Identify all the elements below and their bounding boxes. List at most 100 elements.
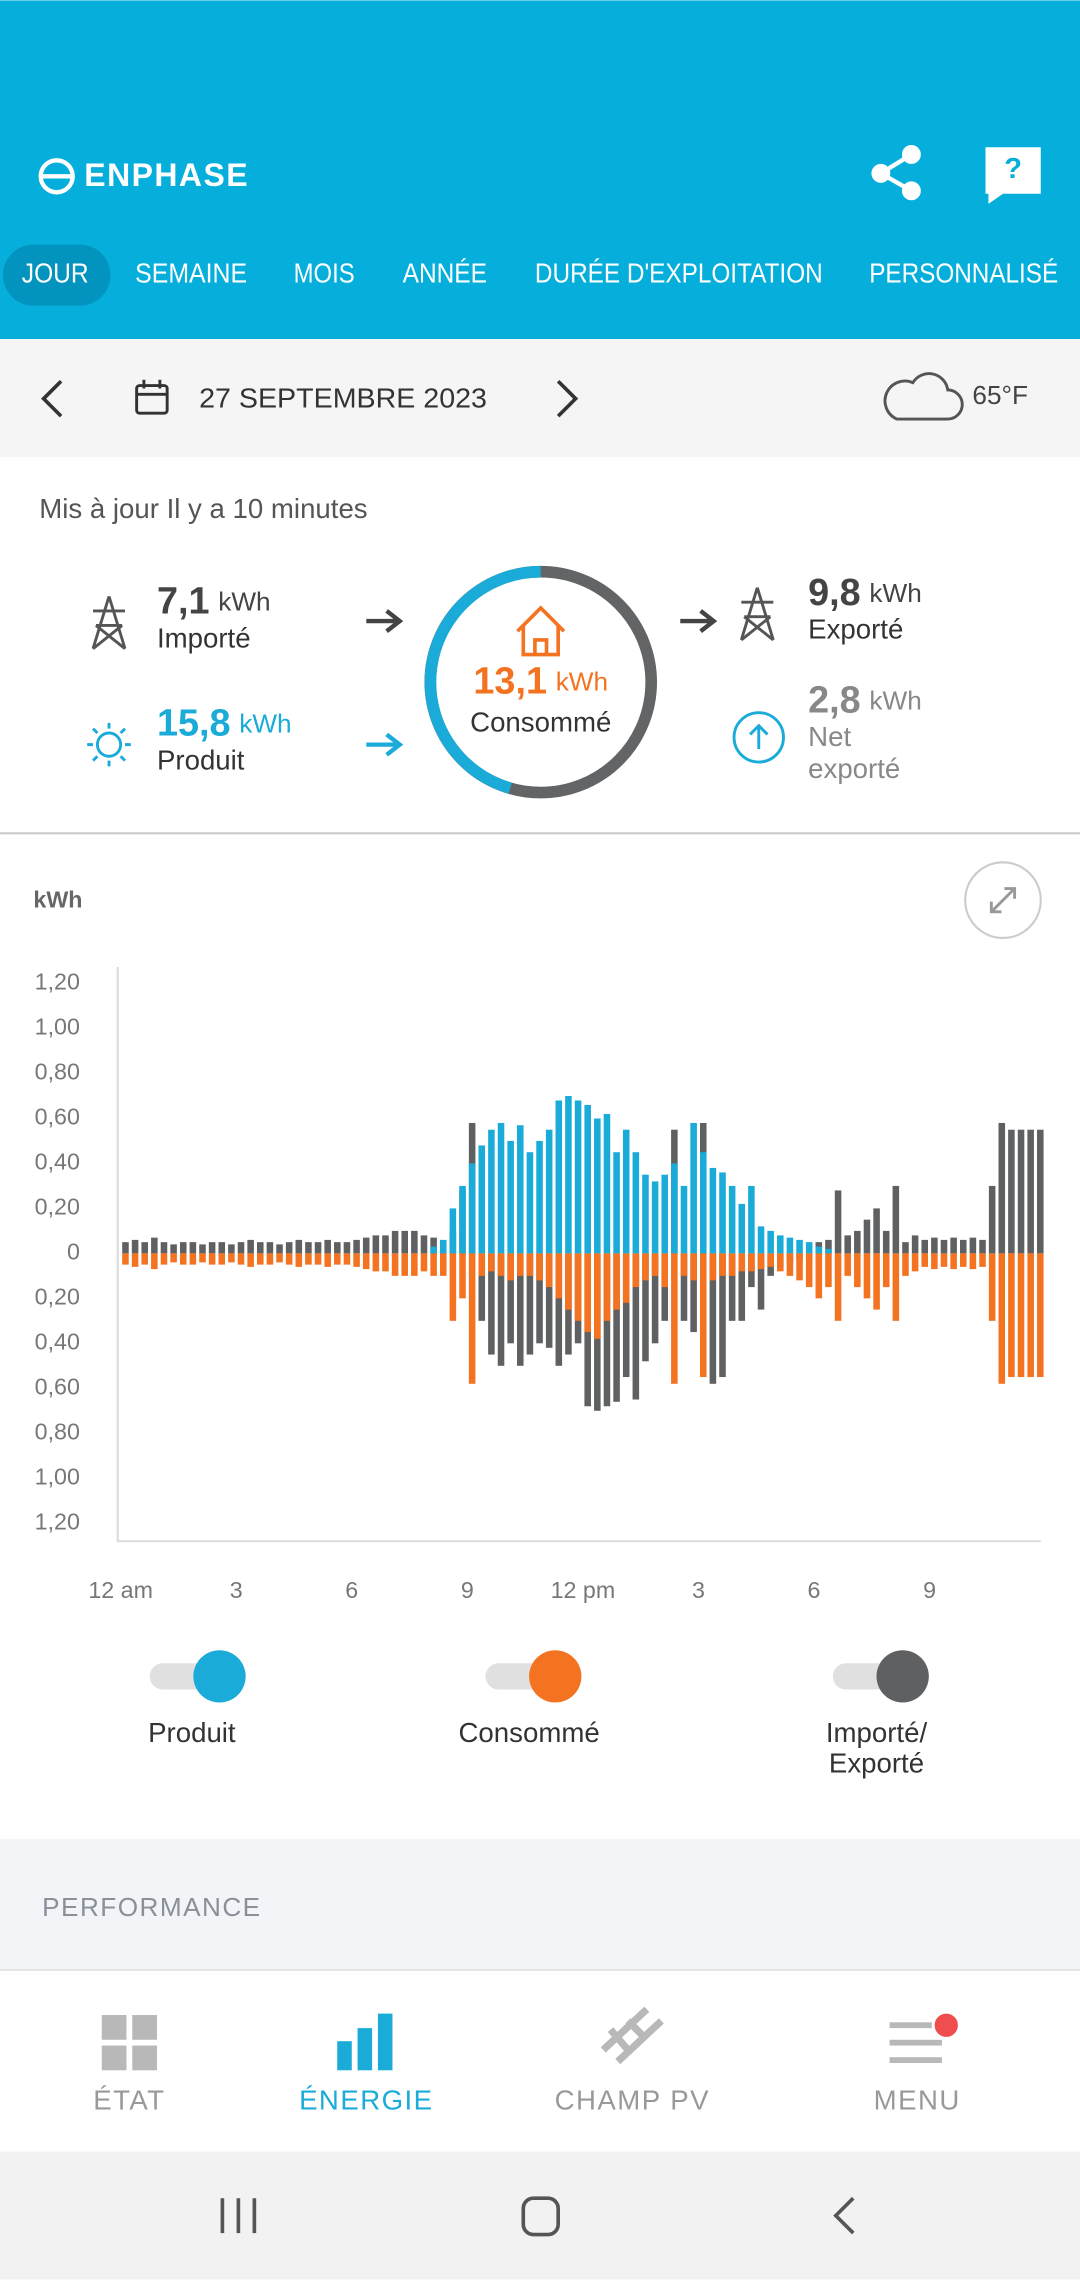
bar	[998, 1122, 1006, 1254]
bar	[285, 1242, 293, 1254]
prev-day[interactable]	[41, 379, 63, 418]
bar	[1037, 1253, 1044, 1378]
legend-toggle[interactable]	[876, 1650, 929, 1703]
bar	[873, 1208, 880, 1254]
bar	[757, 1253, 765, 1310]
y-tick-label: 0,40	[35, 1328, 80, 1354]
bar	[295, 1239, 303, 1254]
bar	[748, 1185, 755, 1254]
bar	[536, 1140, 543, 1254]
bar	[940, 1239, 948, 1254]
bar	[459, 1185, 466, 1254]
bar	[738, 1203, 746, 1254]
help-button[interactable]: ?	[985, 147, 1041, 204]
bar	[651, 1253, 659, 1344]
bar	[545, 1129, 553, 1254]
bar	[699, 1152, 707, 1254]
tab[interactable]: ANNÉE	[403, 257, 487, 288]
bar	[574, 1100, 582, 1254]
bar	[276, 1253, 283, 1263]
bar	[295, 1253, 303, 1267]
bar	[420, 1253, 428, 1272]
header-bg	[0, 0, 1080, 340]
nav-label[interactable]: MENU	[874, 2085, 961, 2116]
bar	[959, 1253, 967, 1267]
bar	[728, 1185, 736, 1254]
bar	[757, 1226, 765, 1254]
calendar-icon[interactable]	[135, 379, 169, 415]
bar	[228, 1244, 235, 1254]
recents-button[interactable]	[220, 2198, 257, 2234]
bar	[199, 1253, 206, 1263]
sun-icon	[87, 722, 131, 767]
bar	[1008, 1253, 1015, 1378]
bar	[362, 1253, 370, 1270]
tab[interactable]: SEMAINE	[135, 257, 247, 288]
bar	[921, 1239, 929, 1254]
bar	[690, 1122, 697, 1254]
bar	[671, 1253, 678, 1384]
produced-value: 15,8	[157, 703, 231, 745]
expand-button[interactable]	[964, 861, 1042, 940]
bar	[680, 1185, 688, 1254]
bar	[266, 1242, 274, 1254]
tower-icon	[739, 587, 775, 642]
arrow	[366, 609, 404, 633]
bar	[622, 1129, 630, 1254]
share-button[interactable]	[871, 145, 921, 201]
bar	[218, 1253, 226, 1265]
bar	[449, 1208, 457, 1254]
bar	[892, 1185, 900, 1254]
bar	[882, 1253, 890, 1288]
bar	[574, 1253, 582, 1321]
tab[interactable]: JOUR	[22, 257, 89, 288]
y-tick-label: 0,20	[35, 1283, 80, 1309]
legend-toggle[interactable]	[529, 1650, 582, 1703]
legend-item: Importé/ Exporté	[826, 1719, 927, 1780]
bar	[854, 1230, 861, 1254]
bar	[690, 1253, 697, 1333]
bar	[979, 1239, 986, 1254]
bar	[728, 1253, 736, 1276]
unit: kWh	[869, 578, 921, 608]
bar	[208, 1253, 216, 1265]
tab[interactable]: PERSONNALISÉ	[869, 257, 1058, 288]
arrow	[680, 609, 718, 633]
bar	[757, 1253, 765, 1270]
bar	[815, 1253, 823, 1299]
nav-label[interactable]: ÉTAT	[93, 2085, 165, 2116]
bar	[430, 1253, 437, 1276]
bar	[507, 1140, 514, 1254]
section-bg	[0, 1839, 1080, 1970]
y-tick-label: 1,20	[35, 969, 80, 995]
bar	[382, 1235, 389, 1254]
date[interactable]: 27 SEPTEMBRE 2023	[199, 382, 487, 413]
x-tick-label: 12 pm	[551, 1577, 616, 1603]
tab[interactable]: MOIS	[294, 257, 355, 288]
nav-label[interactable]: ÉNERGIE	[299, 2085, 433, 2116]
bar	[931, 1253, 938, 1270]
bar	[594, 1118, 601, 1254]
weather-icon	[883, 372, 964, 421]
bar	[141, 1242, 148, 1254]
next-day[interactable]	[556, 379, 579, 418]
home-button[interactable]	[521, 2196, 560, 2237]
legend-toggle[interactable]	[193, 1650, 246, 1703]
nav-label[interactable]: CHAMP PV	[555, 2085, 710, 2116]
y-tick-label: 0,80	[35, 1059, 80, 1085]
bar	[517, 1253, 524, 1366]
bar	[1037, 1129, 1044, 1254]
bar	[863, 1253, 871, 1299]
bar	[141, 1253, 148, 1265]
bar	[882, 1230, 890, 1254]
back-button[interactable]	[833, 2196, 855, 2235]
legend-label: Consommé	[458, 1718, 600, 1750]
bar	[468, 1253, 476, 1384]
produced-label: Produit	[157, 744, 245, 775]
tab[interactable]: DURÉE D'EXPLOITATION	[535, 257, 823, 288]
bar	[709, 1167, 717, 1254]
bar	[343, 1242, 351, 1254]
bar	[353, 1239, 360, 1254]
bar	[334, 1242, 341, 1254]
legend-label: Produit	[148, 1718, 236, 1750]
